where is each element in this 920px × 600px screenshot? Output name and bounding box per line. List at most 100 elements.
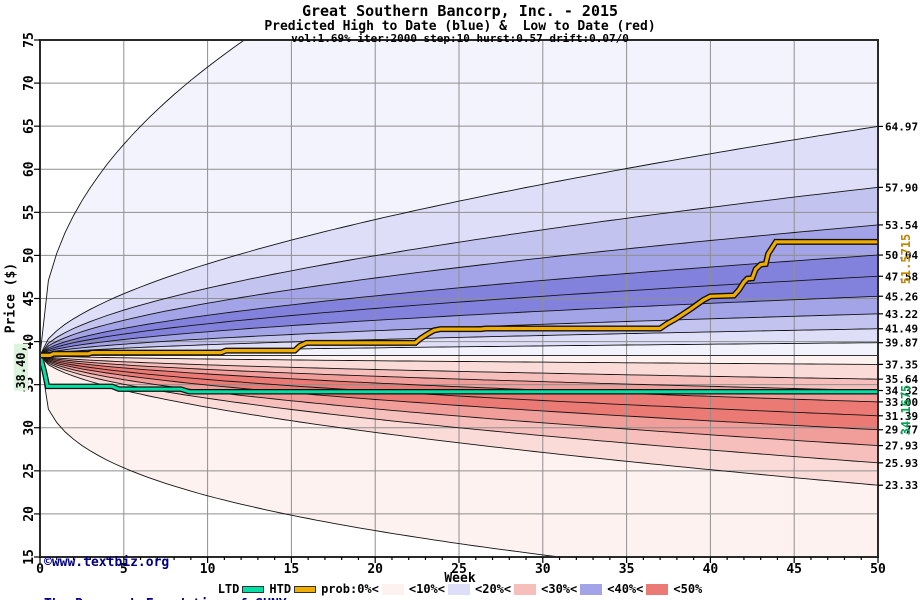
boundary-curve [40, 355, 878, 486]
x-tick-label: 50 [870, 562, 886, 577]
x-tick-label: 0 [36, 562, 44, 577]
y-tick-label: 20 [22, 506, 37, 522]
right-axis-label: 45.26 [885, 290, 918, 303]
legend-line-swatch [242, 585, 265, 593]
y-tick-label: 45 [22, 291, 37, 307]
right-axis-label: 64.97 [885, 120, 918, 133]
tick-labels: 0 5 10 15 20 25 30 35 40 45 5015202530354045505560… [22, 32, 918, 577]
boundary-curve [40, 224, 878, 356]
boundary-curve [40, 354, 878, 417]
y-tick-label: 30 [22, 420, 37, 436]
high-band-3 [40, 224, 878, 356]
right-axis-label: 47.58 [885, 270, 918, 283]
htd-line [40, 240, 878, 357]
legend-item: <10%< [409, 582, 473, 596]
legend-label: <20%< [475, 582, 512, 596]
legend-color-swatch [514, 583, 537, 595]
x-tick-label: 25 [451, 562, 467, 577]
right-axis-label: 41.49 [885, 323, 918, 336]
x-tick-label: 40 [703, 562, 719, 577]
y-tick-label: 65 [22, 118, 37, 134]
legend-label: <30%< [541, 582, 578, 596]
boundary-curve [40, 125, 878, 356]
low-band-5 [40, 355, 878, 430]
boundary-curve [40, 354, 878, 403]
x-tick-label: 45 [786, 562, 802, 577]
right-axis-label: 29.77 [885, 424, 918, 437]
right-axis-label: 57.90 [885, 181, 918, 194]
plot-area [40, 40, 878, 557]
legend-color-swatch [448, 583, 470, 595]
legend-label: <10%< [408, 582, 445, 596]
legend-item: <50% [673, 582, 702, 596]
chart-title: Great Southern Bancorp, Inc. - 2015 [301, 2, 619, 20]
watermark-org: The Research Foundation of SUNY [44, 598, 287, 600]
right-axis-label: 31.39 [885, 410, 918, 423]
right-axis-label: 25.93 [885, 457, 918, 470]
legend-item: <40%< [607, 582, 671, 596]
watermark-url: ©www.textbiz.org [44, 555, 170, 570]
x-tick-label: 20 [367, 562, 383, 577]
y-tick-label: 60 [22, 161, 37, 177]
legend-label: LTD [217, 582, 240, 596]
right-axis-label: 53.54 [885, 219, 918, 232]
low-band-7 [40, 355, 878, 463]
y-tick-label: 55 [22, 205, 37, 221]
ltd-value-label: 34.1675 [899, 384, 913, 436]
boundary-curve [40, 275, 878, 356]
x-tick-label: 10 [200, 562, 216, 577]
boundary-curve [40, 354, 878, 391]
axis-ticks [34, 39, 883, 563]
legend-label: HTD [269, 582, 292, 596]
right-axis-label: 39.87 [885, 337, 918, 350]
low-band-6 [40, 355, 878, 446]
low-band-8 [40, 355, 878, 486]
high-band-5 [40, 276, 878, 356]
htd-value-label: 51.5715 [899, 233, 913, 285]
x-tick-label: 30 [535, 562, 551, 577]
right-axis-label: 33.00 [885, 396, 918, 409]
legend-color-swatch [580, 583, 603, 595]
legend-color-swatch [381, 583, 404, 595]
legend-item: HTD [269, 582, 319, 596]
y-tick-label: 70 [22, 75, 37, 91]
boundary-curve [40, 355, 878, 431]
legend-item: prob:0%< [321, 582, 407, 596]
max-envelope-curve [40, 40, 246, 356]
boundary-curve [40, 354, 878, 380]
y-tick-label: 50 [22, 247, 37, 263]
boundary-curve [40, 295, 878, 356]
boundary-curve [40, 254, 878, 356]
legend-item: LTD [218, 582, 268, 596]
boundary-curve [40, 186, 878, 356]
right-axis-label: 50.04 [885, 249, 918, 262]
boundary-curve [40, 354, 878, 365]
high-band-2 [40, 187, 878, 356]
boundary-curve [40, 328, 878, 356]
ltd-line [40, 355, 878, 394]
right-axis-label: 35.64 [885, 373, 918, 386]
y-tick-label: 75 [22, 32, 37, 48]
right-axis-label: 27.93 [885, 440, 918, 453]
legend-label: <50% [673, 582, 703, 596]
watermark: ©www.textbiz.org The Research Foundation… [44, 528, 287, 600]
y-tick-label: 15 [22, 549, 37, 565]
low-band-4 [40, 355, 878, 416]
min-envelope-curve [40, 355, 564, 557]
chart-subtitle: Predicted High to Date (blue) & Low to D… [264, 19, 656, 34]
x-tick-label: 35 [619, 562, 635, 577]
right-axis-label: 34.32 [885, 385, 918, 398]
legend: LTD HTD prob:0%< <10%< <20%< <30%< <40%< <50% [0, 582, 920, 596]
x-tick-label: 15 [284, 562, 300, 577]
boundary-curve [40, 355, 878, 464]
start-price-label: 38.40, [14, 343, 28, 391]
right-axis-label: 43.22 [885, 308, 918, 321]
y-axis-label: Price ($) [3, 262, 19, 334]
right-axis-label: 37.35 [885, 358, 918, 371]
x-axis-label: Week [444, 571, 476, 586]
legend-item: <30%< [541, 582, 605, 596]
legend-label: <40%< [607, 582, 644, 596]
legend-item: <20%< [475, 582, 539, 596]
